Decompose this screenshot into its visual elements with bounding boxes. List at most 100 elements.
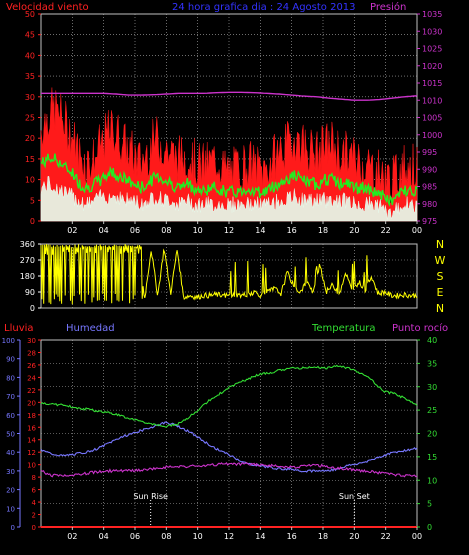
temp-ytick-label: 20 — [427, 430, 437, 439]
rain-ytick-label: 14 — [27, 437, 36, 445]
rain-ytick-label: 20 — [27, 399, 36, 407]
wind-ytick-label: 0 — [30, 217, 35, 226]
p3-xtick-label: 00 — [412, 532, 422, 541]
temp-ytick-label: 35 — [427, 359, 437, 368]
chart-title: 24 hora grafica dia : 24 Agosto 2013 — [172, 2, 356, 13]
humidity-axis-label: Humedad — [66, 323, 115, 334]
wind-ytick-label: 50 — [25, 10, 35, 19]
direction-ytick-label: 180 — [20, 272, 35, 281]
humidity-ytick-label: 0 — [11, 524, 15, 532]
humidity-ytick-label: 80 — [6, 374, 15, 382]
p3-xtick-label: 08 — [161, 532, 171, 541]
rain-ytick-label: 10 — [27, 462, 36, 470]
rain-ytick-label: 24 — [27, 374, 36, 382]
p1-xtick-label: 08 — [161, 226, 171, 235]
wind-ytick-label: 10 — [25, 176, 35, 185]
temp-ytick-label: 15 — [427, 453, 437, 462]
pressure-ytick-label: 1015 — [422, 79, 442, 88]
p3-xtick-label: 16 — [287, 532, 297, 541]
temp-ytick-label: 30 — [427, 383, 437, 392]
pressure-ytick-label: 1025 — [422, 45, 442, 54]
compass-label: S — [437, 270, 444, 283]
wind-ytick-label: 30 — [25, 93, 35, 102]
rain-humidity-temp-panel: 0102030405060708090100024681012141618202… — [2, 336, 438, 541]
rain-ytick-label: 6 — [32, 487, 37, 495]
wind-ytick-label: 40 — [25, 51, 35, 60]
p1-xtick-label: 06 — [130, 226, 140, 235]
sun-marker-label: Sun Set — [339, 492, 370, 501]
p1-xtick-label: 16 — [287, 226, 297, 235]
humidity-ytick-label: 30 — [6, 468, 15, 476]
compass-label: W — [435, 254, 446, 267]
humidity-ytick-label: 100 — [2, 337, 15, 345]
wind-ytick-label: 35 — [25, 72, 35, 81]
wind-axis-label: Velocidad viento — [6, 2, 89, 13]
p3-xtick-label: 22 — [381, 532, 391, 541]
rain-ytick-label: 2 — [32, 512, 36, 520]
pressure-ytick-label: 995 — [422, 148, 437, 157]
p3-xtick-label: 14 — [255, 532, 265, 541]
rain-ytick-label: 8 — [32, 474, 36, 482]
rain-ytick-label: 0 — [32, 524, 36, 532]
direction-ytick-label: 270 — [20, 256, 35, 265]
sun-marker-label: Sun Rise — [133, 492, 168, 501]
p1-xtick-label: 10 — [193, 226, 203, 235]
wind-ytick-label: 20 — [25, 134, 35, 143]
rain-ytick-label: 28 — [27, 349, 36, 357]
wind-min-area — [40, 176, 418, 222]
temp-ytick-label: 10 — [427, 476, 437, 485]
p1-xtick-label: 12 — [224, 226, 234, 235]
compass-label: E — [437, 286, 444, 299]
p3-xtick-label: 10 — [193, 532, 203, 541]
p3-xtick-label: 02 — [67, 532, 77, 541]
rain-ytick-label: 22 — [27, 387, 36, 395]
pressure-ytick-label: 1005 — [422, 114, 442, 123]
pressure-axis-label: Presión — [370, 1, 406, 13]
pressure-ytick-label: 1035 — [422, 10, 442, 19]
wind-pressure-panel: 0510152025303540455097598098599099510001… — [25, 10, 443, 235]
direction-ytick-label: 90 — [25, 288, 35, 297]
rain-ytick-label: 12 — [27, 449, 36, 457]
p3-xtick-label: 12 — [224, 532, 234, 541]
humidity-line — [40, 421, 418, 473]
p3-xtick-label: 06 — [130, 532, 140, 541]
dewpoint-line — [40, 461, 418, 478]
rain-ytick-label: 4 — [32, 499, 37, 507]
p1-xtick-label: 00 — [412, 226, 422, 235]
wind-ytick-label: 45 — [25, 31, 35, 40]
temp-ytick-label: 5 — [427, 500, 432, 509]
p3-xtick-label: 20 — [349, 532, 359, 541]
direction-ytick-label: 0 — [30, 304, 35, 313]
temp-ytick-label: 25 — [427, 406, 437, 415]
pressure-ytick-label: 1020 — [422, 62, 442, 71]
direction-ytick-label: 360 — [20, 240, 35, 249]
wind-ytick-label: 25 — [25, 114, 35, 123]
humidity-ytick-label: 90 — [6, 356, 15, 364]
pressure-ytick-label: 1000 — [422, 131, 442, 140]
pressure-line — [41, 91, 418, 101]
pressure-ytick-label: 1030 — [422, 27, 442, 36]
wind-avg-line — [40, 153, 418, 208]
compass-label: N — [436, 238, 444, 251]
rain-ytick-label: 18 — [27, 412, 36, 420]
wind-ytick-label: 15 — [25, 155, 35, 164]
humidity-ytick-label: 10 — [6, 505, 15, 513]
temp-ytick-label: 40 — [427, 336, 437, 345]
compass-label: N — [436, 302, 444, 315]
dewpoint-axis-label: Punto rocío — [392, 322, 448, 334]
humidity-ytick-label: 60 — [6, 412, 15, 420]
rain-axis-label: Lluvia — [4, 323, 34, 334]
humidity-ytick-label: 40 — [6, 449, 15, 457]
p1-xtick-label: 18 — [318, 226, 328, 235]
p1-xtick-label: 22 — [381, 226, 391, 235]
pressure-ytick-label: 1010 — [422, 96, 442, 105]
p1-xtick-label: 02 — [67, 226, 77, 235]
p1-xtick-label: 14 — [255, 226, 265, 235]
p3-xtick-label: 18 — [318, 532, 328, 541]
wind-gust-area — [40, 87, 418, 222]
wind-ytick-label: 5 — [30, 196, 35, 205]
pressure-ytick-label: 990 — [422, 165, 437, 174]
humidity-ytick-label: 70 — [6, 393, 15, 401]
